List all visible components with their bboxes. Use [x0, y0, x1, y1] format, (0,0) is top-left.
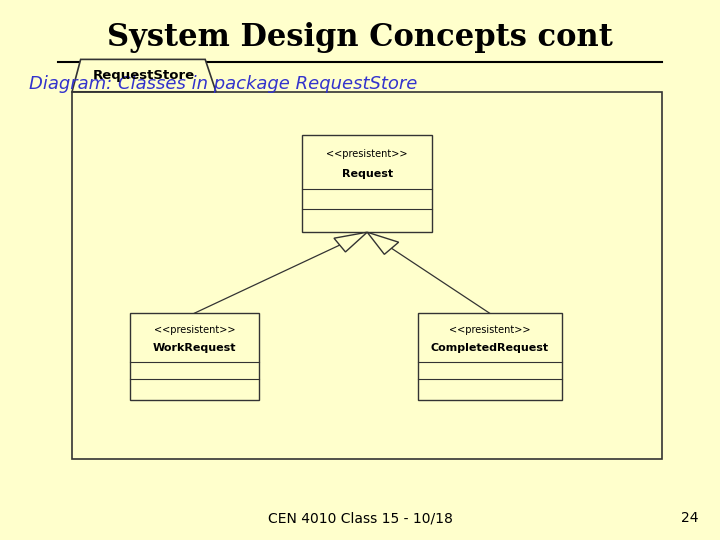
Text: System Design Concepts cont: System Design Concepts cont	[107, 22, 613, 53]
Polygon shape	[367, 232, 399, 254]
FancyBboxPatch shape	[130, 313, 259, 400]
FancyBboxPatch shape	[418, 313, 562, 400]
Text: 24: 24	[681, 511, 698, 525]
Text: WorkRequest: WorkRequest	[153, 343, 236, 353]
Polygon shape	[72, 59, 216, 92]
Text: <<presistent>>: <<presistent>>	[449, 326, 531, 335]
Text: Diagram: Classes in package RequestStore: Diagram: Classes in package RequestStore	[29, 75, 417, 93]
Text: CompletedRequest: CompletedRequest	[431, 343, 549, 353]
Text: <<presistent>>: <<presistent>>	[326, 150, 408, 159]
Text: CEN 4010 Class 15 - 10/18: CEN 4010 Class 15 - 10/18	[268, 511, 452, 525]
Text: RequestStore: RequestStore	[93, 69, 195, 82]
Text: Request: Request	[341, 169, 393, 179]
FancyBboxPatch shape	[302, 135, 432, 232]
Text: <<presistent>>: <<presistent>>	[153, 326, 235, 335]
FancyBboxPatch shape	[72, 92, 662, 459]
Polygon shape	[334, 232, 367, 252]
